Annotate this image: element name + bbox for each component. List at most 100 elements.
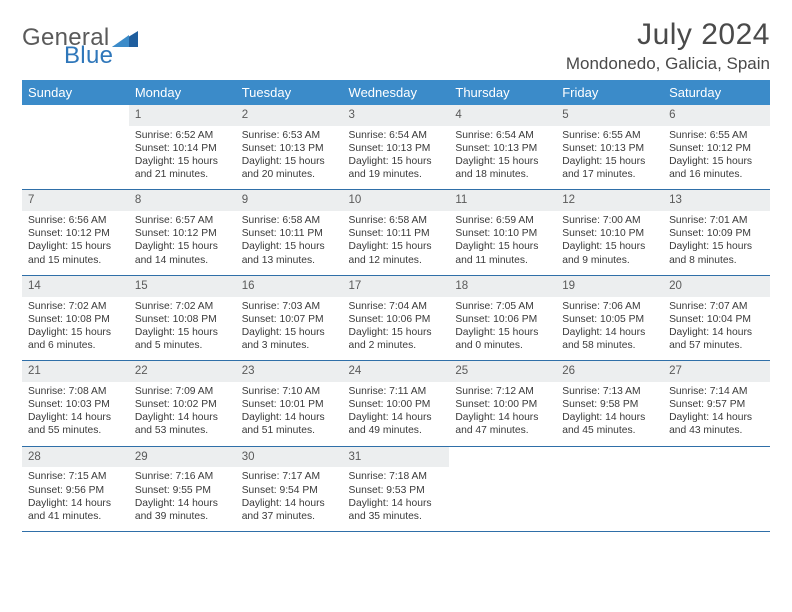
daylight-text: Daylight: 14 hours (28, 497, 123, 510)
day-detail-cell: Sunrise: 7:12 AMSunset: 10:00 PMDaylight… (449, 382, 556, 446)
daylight-text: Daylight: 15 hours (349, 155, 444, 168)
sunrise-text: Sunrise: 6:55 AM (669, 129, 764, 142)
sunset-text: Sunset: 10:10 PM (562, 227, 657, 240)
daylight-text: Daylight: 15 hours (455, 326, 550, 339)
day-number-cell: 9 (236, 190, 343, 211)
day-number-cell: 20 (663, 275, 770, 296)
daylight-text: and 5 minutes. (135, 339, 230, 352)
sunset-text: Sunset: 10:13 PM (455, 142, 550, 155)
sunrise-text: Sunrise: 7:10 AM (242, 385, 337, 398)
sunrise-text: Sunrise: 7:11 AM (349, 385, 444, 398)
day-number-row: 123456 (22, 105, 770, 126)
daylight-text: and 53 minutes. (135, 424, 230, 437)
sunrise-text: Sunrise: 6:52 AM (135, 129, 230, 142)
sunrise-text: Sunrise: 7:02 AM (135, 300, 230, 313)
sunrise-text: Sunrise: 6:59 AM (455, 214, 550, 227)
daylight-text: Daylight: 15 hours (135, 155, 230, 168)
sunset-text: Sunset: 10:13 PM (349, 142, 444, 155)
daylight-text: Daylight: 14 hours (28, 411, 123, 424)
sunrise-text: Sunrise: 7:04 AM (349, 300, 444, 313)
day-detail-row: Sunrise: 7:15 AMSunset: 9:56 PMDaylight:… (22, 467, 770, 531)
sunset-text: Sunset: 10:08 PM (28, 313, 123, 326)
daylight-text: Daylight: 14 hours (349, 497, 444, 510)
daylight-text: Daylight: 15 hours (349, 326, 444, 339)
sunrise-text: Sunrise: 6:58 AM (242, 214, 337, 227)
day-number-cell: 29 (129, 446, 236, 467)
daylight-text: and 13 minutes. (242, 254, 337, 267)
daylight-text: Daylight: 15 hours (455, 240, 550, 253)
daylight-text: Daylight: 14 hours (135, 497, 230, 510)
day-detail-cell: Sunrise: 6:55 AMSunset: 10:12 PMDaylight… (663, 126, 770, 190)
daylight-text: and 9 minutes. (562, 254, 657, 267)
sunset-text: Sunset: 10:12 PM (669, 142, 764, 155)
daylight-text: Daylight: 14 hours (242, 411, 337, 424)
day-detail-cell: Sunrise: 7:10 AMSunset: 10:01 PMDaylight… (236, 382, 343, 446)
daylight-text: and 47 minutes. (455, 424, 550, 437)
day-number-cell (663, 446, 770, 467)
daylight-text: Daylight: 15 hours (562, 155, 657, 168)
sunrise-text: Sunrise: 7:09 AM (135, 385, 230, 398)
day-number-cell: 15 (129, 275, 236, 296)
sunset-text: Sunset: 10:00 PM (349, 398, 444, 411)
daylight-text: and 35 minutes. (349, 510, 444, 523)
daylight-text: and 8 minutes. (669, 254, 764, 267)
day-number-cell: 5 (556, 105, 663, 126)
sunrise-text: Sunrise: 7:00 AM (562, 214, 657, 227)
sunset-text: Sunset: 10:09 PM (669, 227, 764, 240)
day-detail-cell: Sunrise: 6:55 AMSunset: 10:13 PMDaylight… (556, 126, 663, 190)
sunset-text: Sunset: 10:01 PM (242, 398, 337, 411)
sunrise-text: Sunrise: 7:03 AM (242, 300, 337, 313)
title-block: July 2024 Mondonedo, Galicia, Spain (566, 18, 770, 74)
daylight-text: and 6 minutes. (28, 339, 123, 352)
weekday-header: Wednesday (343, 80, 450, 105)
sunset-text: Sunset: 10:02 PM (135, 398, 230, 411)
day-number-row: 28293031 (22, 446, 770, 467)
daylight-text: Daylight: 14 hours (562, 326, 657, 339)
daylight-text: and 57 minutes. (669, 339, 764, 352)
day-detail-cell: Sunrise: 7:05 AMSunset: 10:06 PMDaylight… (449, 297, 556, 361)
daylight-text: Daylight: 15 hours (135, 240, 230, 253)
day-detail-cell: Sunrise: 6:54 AMSunset: 10:13 PMDaylight… (343, 126, 450, 190)
daylight-text: Daylight: 14 hours (669, 411, 764, 424)
day-number-cell: 28 (22, 446, 129, 467)
day-number-cell: 2 (236, 105, 343, 126)
day-number-cell (556, 446, 663, 467)
daylight-text: and 11 minutes. (455, 254, 550, 267)
sunset-text: Sunset: 10:13 PM (242, 142, 337, 155)
weekday-header: Saturday (663, 80, 770, 105)
sunrise-text: Sunrise: 7:12 AM (455, 385, 550, 398)
weekday-header: Thursday (449, 80, 556, 105)
calendar-page: General Blue July 2024 Mondonedo, Galici… (0, 0, 792, 612)
daylight-text: Daylight: 15 hours (242, 240, 337, 253)
daylight-text: and 39 minutes. (135, 510, 230, 523)
day-number-cell: 12 (556, 190, 663, 211)
day-number-cell: 4 (449, 105, 556, 126)
daylight-text: and 16 minutes. (669, 168, 764, 181)
day-number-cell: 14 (22, 275, 129, 296)
day-detail-cell: Sunrise: 7:11 AMSunset: 10:00 PMDaylight… (343, 382, 450, 446)
sunrise-text: Sunrise: 7:05 AM (455, 300, 550, 313)
day-detail-row: Sunrise: 6:56 AMSunset: 10:12 PMDaylight… (22, 211, 770, 275)
day-detail-cell: Sunrise: 6:54 AMSunset: 10:13 PMDaylight… (449, 126, 556, 190)
day-detail-cell: Sunrise: 6:53 AMSunset: 10:13 PMDaylight… (236, 126, 343, 190)
sunset-text: Sunset: 9:58 PM (562, 398, 657, 411)
day-detail-row: Sunrise: 7:08 AMSunset: 10:03 PMDaylight… (22, 382, 770, 446)
day-detail-cell (663, 467, 770, 531)
daylight-text: and 55 minutes. (28, 424, 123, 437)
sunrise-text: Sunrise: 6:53 AM (242, 129, 337, 142)
daylight-text: and 37 minutes. (242, 510, 337, 523)
sunset-text: Sunset: 10:04 PM (669, 313, 764, 326)
day-detail-cell: Sunrise: 6:57 AMSunset: 10:12 PMDaylight… (129, 211, 236, 275)
brand-line2: Blue (64, 44, 138, 68)
day-detail-cell: Sunrise: 7:03 AMSunset: 10:07 PMDaylight… (236, 297, 343, 361)
daylight-text: and 15 minutes. (28, 254, 123, 267)
sunset-text: Sunset: 10:00 PM (455, 398, 550, 411)
day-number-cell: 18 (449, 275, 556, 296)
daylight-text: and 14 minutes. (135, 254, 230, 267)
day-detail-cell (556, 467, 663, 531)
sunrise-text: Sunrise: 6:57 AM (135, 214, 230, 227)
day-number-cell: 17 (343, 275, 450, 296)
day-number-cell: 30 (236, 446, 343, 467)
daylight-text: and 41 minutes. (28, 510, 123, 523)
daylight-text: and 17 minutes. (562, 168, 657, 181)
